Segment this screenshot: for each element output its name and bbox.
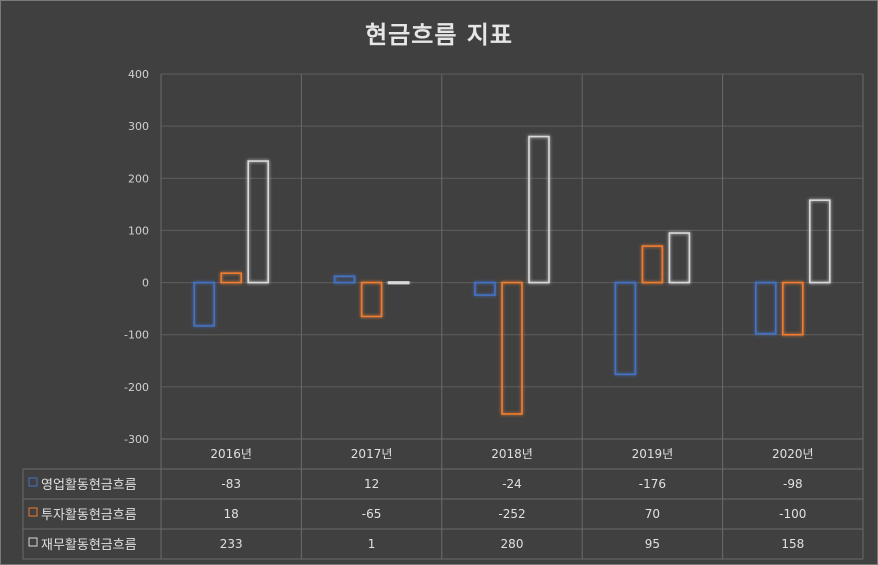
legend-label: 투자활동현금흐름 <box>41 508 137 523</box>
category-label: 2019년 <box>632 447 674 461</box>
category-label: 2016년 <box>210 447 252 461</box>
y-tick-label: 300 <box>128 120 149 133</box>
data-label: -100 <box>779 507 806 521</box>
y-tick-label: 100 <box>128 224 149 237</box>
chart-title: 현금흐름 지표 <box>365 21 513 49</box>
bar-2 <box>360 281 383 318</box>
bar-2 <box>781 281 804 336</box>
legend-label: 영업활동현금흐름 <box>41 478 137 493</box>
data-label: 233 <box>220 537 243 551</box>
data-label: 95 <box>645 537 660 551</box>
bar-2 <box>220 272 242 284</box>
data-label: 12 <box>364 477 379 491</box>
bar-3 <box>387 281 410 285</box>
y-tick-label: 200 <box>128 172 149 185</box>
y-tick-label: 0 <box>142 277 149 290</box>
data-label: 70 <box>645 507 660 521</box>
y-tick-label: 400 <box>128 68 149 81</box>
y-tick-label: -100 <box>124 329 149 342</box>
y-tick-label: -300 <box>124 433 149 446</box>
data-label: -83 <box>221 477 241 491</box>
bar-1 <box>333 275 356 284</box>
bar-3 <box>528 135 550 284</box>
category-label: 2017년 <box>351 447 393 461</box>
data-label: 158 <box>781 537 804 551</box>
bar-2 <box>641 245 664 284</box>
legend-key <box>28 537 38 547</box>
category-label: 2018년 <box>491 447 533 461</box>
data-label: 18 <box>224 507 239 521</box>
data-label: -98 <box>783 477 803 491</box>
bar-2 <box>501 281 523 415</box>
data-label: -65 <box>362 507 382 521</box>
category-label: 2020년 <box>772 447 814 461</box>
legend-key <box>28 507 38 517</box>
bar-1 <box>614 281 637 376</box>
bar-3 <box>247 160 269 284</box>
data-label: 1 <box>368 537 376 551</box>
data-label: -176 <box>639 477 666 491</box>
legend-label: 재무활동현금흐름 <box>41 538 137 553</box>
bar-1 <box>754 281 777 335</box>
bar-3 <box>668 232 691 284</box>
bar-1 <box>193 281 215 327</box>
bar-1 <box>474 281 496 296</box>
data-label: -24 <box>502 477 522 491</box>
bar-3 <box>808 199 831 284</box>
data-label: 280 <box>501 537 524 551</box>
legend-key <box>28 477 38 487</box>
data-label: -252 <box>498 507 525 521</box>
y-tick-label: -200 <box>124 381 149 394</box>
